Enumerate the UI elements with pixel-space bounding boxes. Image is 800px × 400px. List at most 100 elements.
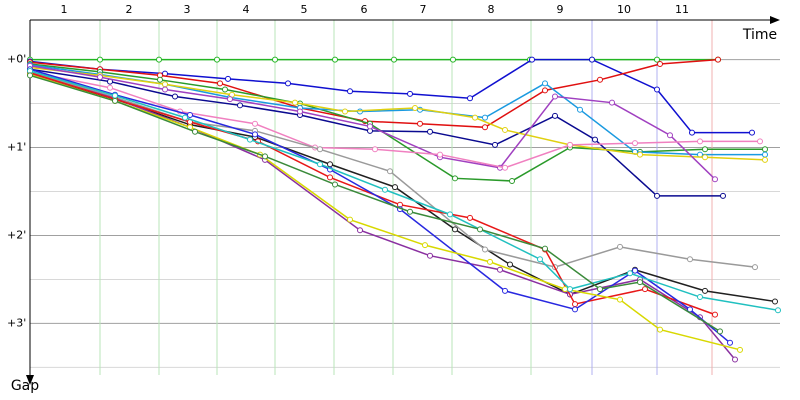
point <box>391 56 397 63</box>
y-tick-label: +1' <box>7 141 26 154</box>
point <box>347 216 353 223</box>
point <box>687 256 693 263</box>
point <box>192 128 198 135</box>
point <box>392 184 398 191</box>
series <box>27 72 723 335</box>
x-tick-label: 3 <box>184 3 191 16</box>
series <box>27 56 721 131</box>
point <box>657 326 663 333</box>
series <box>27 56 721 63</box>
point <box>222 86 228 93</box>
x-tick-label: 4 <box>243 3 250 16</box>
point <box>502 164 508 171</box>
point <box>347 88 353 95</box>
point <box>702 287 708 294</box>
point <box>107 84 113 91</box>
series-line <box>29 63 765 182</box>
point <box>332 56 338 63</box>
point <box>762 146 768 153</box>
point <box>727 339 733 346</box>
point <box>452 175 458 182</box>
x-axis-label: Time <box>742 27 777 43</box>
point <box>427 252 433 259</box>
series-line <box>29 58 752 134</box>
point <box>552 93 558 100</box>
point <box>372 146 378 153</box>
point <box>172 93 178 100</box>
point <box>689 129 695 136</box>
point <box>567 141 573 148</box>
point <box>752 264 758 271</box>
point <box>27 72 33 79</box>
point <box>187 111 193 118</box>
point <box>427 128 433 135</box>
point <box>252 120 258 127</box>
point <box>97 56 103 63</box>
point <box>422 242 428 249</box>
point <box>157 76 163 83</box>
point <box>262 153 268 160</box>
y-tick-label: +0' <box>7 53 26 66</box>
point <box>617 243 623 250</box>
point <box>217 80 223 87</box>
point <box>702 154 708 161</box>
point <box>502 287 508 294</box>
point <box>214 56 220 63</box>
point <box>472 114 478 121</box>
point <box>627 270 633 277</box>
x-tick-label: 10 <box>617 3 631 16</box>
y-tick-label: +2' <box>7 228 26 241</box>
point <box>297 108 303 115</box>
x-tick-label: 7 <box>420 3 427 16</box>
point <box>450 56 456 63</box>
point <box>417 120 423 127</box>
point <box>632 267 638 274</box>
point <box>272 56 278 63</box>
point <box>467 95 473 102</box>
point <box>507 261 513 268</box>
point <box>407 90 413 97</box>
x-tick-label: 8 <box>488 3 495 16</box>
point <box>717 328 723 335</box>
point <box>162 86 168 93</box>
point <box>654 192 660 199</box>
point <box>477 226 483 233</box>
point <box>447 211 453 218</box>
point <box>732 356 738 363</box>
series <box>27 66 726 199</box>
x-tick-label: 5 <box>301 3 308 16</box>
point <box>492 141 498 148</box>
point <box>637 151 643 158</box>
point <box>737 346 743 353</box>
series-line <box>29 64 716 180</box>
point <box>542 245 548 252</box>
point <box>572 306 578 313</box>
point <box>687 306 693 313</box>
point <box>552 112 558 119</box>
point <box>467 214 473 221</box>
series-line <box>29 72 736 360</box>
point <box>762 151 768 158</box>
point <box>657 60 663 67</box>
point <box>702 146 708 153</box>
point <box>97 74 103 81</box>
point <box>642 286 648 293</box>
x-tick-label: 9 <box>557 3 564 16</box>
point <box>772 298 778 305</box>
series <box>27 70 738 363</box>
point <box>715 56 721 63</box>
series-line <box>29 68 723 197</box>
point <box>247 136 253 143</box>
y-tick-label: +3' <box>7 316 26 329</box>
point <box>162 81 168 88</box>
point <box>667 132 673 139</box>
point <box>285 80 291 87</box>
point <box>292 99 298 106</box>
series-line <box>29 74 721 332</box>
point <box>317 146 323 153</box>
series <box>27 71 743 353</box>
x-tick-label: 2 <box>126 3 133 16</box>
point <box>112 92 118 99</box>
point <box>327 161 333 168</box>
